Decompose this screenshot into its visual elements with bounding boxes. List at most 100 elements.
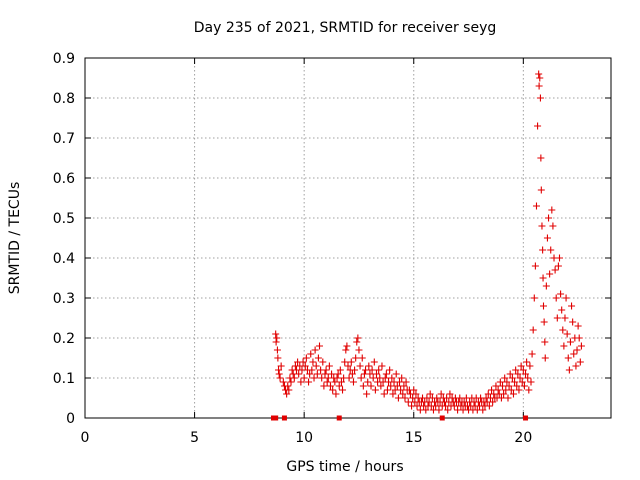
data-point (342, 346, 350, 354)
data-point (413, 402, 421, 410)
data-point (557, 290, 565, 298)
data-point (444, 406, 452, 414)
data-point (394, 394, 402, 402)
data-point (335, 382, 343, 390)
data-point (353, 338, 361, 346)
data-point (345, 374, 353, 382)
data-point (492, 382, 500, 390)
data-point (386, 366, 394, 374)
data-point (372, 370, 380, 378)
data-point (485, 402, 493, 410)
x-tick-label: 20 (514, 430, 532, 446)
data-point (319, 358, 327, 366)
data-point (513, 382, 521, 390)
data-point (555, 254, 563, 262)
data-point (526, 362, 534, 370)
data-point (529, 326, 537, 334)
data-point (352, 354, 360, 362)
data-point (548, 206, 556, 214)
data-point (328, 370, 336, 378)
data-point (364, 378, 372, 386)
data-point (410, 386, 418, 394)
data-point (576, 358, 584, 366)
data-point (272, 330, 280, 338)
y-tick-label: 0.6 (53, 171, 75, 187)
data-point (273, 346, 281, 354)
data-point (532, 202, 540, 210)
data-point (347, 358, 355, 366)
data-point (329, 386, 337, 394)
data-point (320, 382, 328, 390)
data-point (511, 378, 519, 386)
y-tick-label: 0.5 (53, 211, 75, 227)
data-point (538, 222, 546, 230)
data-point (402, 378, 410, 386)
gap-marker (273, 415, 279, 421)
data-point (539, 246, 547, 254)
data-point (381, 374, 389, 382)
data-point (488, 386, 496, 394)
data-point (310, 374, 318, 382)
data-point (572, 362, 580, 370)
data-point (494, 386, 502, 394)
y-tick-label: 0.4 (53, 251, 75, 267)
data-point (546, 270, 554, 278)
data-point (308, 366, 316, 374)
data-point (577, 342, 585, 350)
data-point (369, 374, 377, 382)
data-point (356, 362, 364, 370)
chart-title: Day 235 of 2021, SRMTID for receiver sey… (194, 20, 497, 36)
data-point (274, 354, 282, 362)
data-point (547, 246, 555, 254)
data-point (404, 398, 412, 406)
data-point (275, 370, 283, 378)
data-point (540, 318, 548, 326)
data-point (568, 302, 576, 310)
gap-marker (523, 415, 529, 421)
data-point (450, 402, 458, 410)
data-point (366, 370, 374, 378)
data-point (552, 294, 560, 302)
data-point (344, 362, 352, 370)
data-point (541, 338, 549, 346)
data-point (295, 370, 303, 378)
data-point (275, 366, 283, 374)
data-point (392, 370, 400, 378)
data-point (504, 394, 512, 402)
data-point (553, 314, 561, 322)
data-point (307, 350, 315, 358)
data-point (514, 370, 522, 378)
data-point (349, 378, 357, 386)
data-point (523, 358, 531, 366)
data-point (573, 346, 581, 354)
data-point (365, 362, 373, 370)
data-point (314, 354, 322, 362)
data-point (501, 374, 509, 382)
data-point (537, 154, 545, 162)
data-point (499, 382, 507, 390)
data-point (279, 378, 287, 386)
data-point (560, 342, 568, 350)
x-tick-label: 15 (405, 430, 423, 446)
data-point (433, 394, 441, 402)
data-point (382, 370, 390, 378)
data-point (564, 354, 572, 362)
data-point (331, 378, 339, 386)
y-tick-label: 0.8 (53, 91, 75, 107)
data-point (479, 406, 487, 414)
data-point (507, 386, 515, 394)
data-point (512, 366, 520, 374)
data-point (517, 362, 525, 370)
data-point (422, 406, 430, 414)
data-point (565, 366, 573, 374)
data-point (287, 378, 295, 386)
data-point (326, 382, 334, 390)
data-point (309, 358, 317, 366)
data-point (531, 262, 539, 270)
data-point (277, 362, 285, 370)
data-point (401, 394, 409, 402)
y-tick-label: 0.9 (53, 51, 75, 67)
data-point (489, 398, 497, 406)
data-point (524, 374, 532, 382)
x-tick-label: 0 (81, 430, 90, 446)
